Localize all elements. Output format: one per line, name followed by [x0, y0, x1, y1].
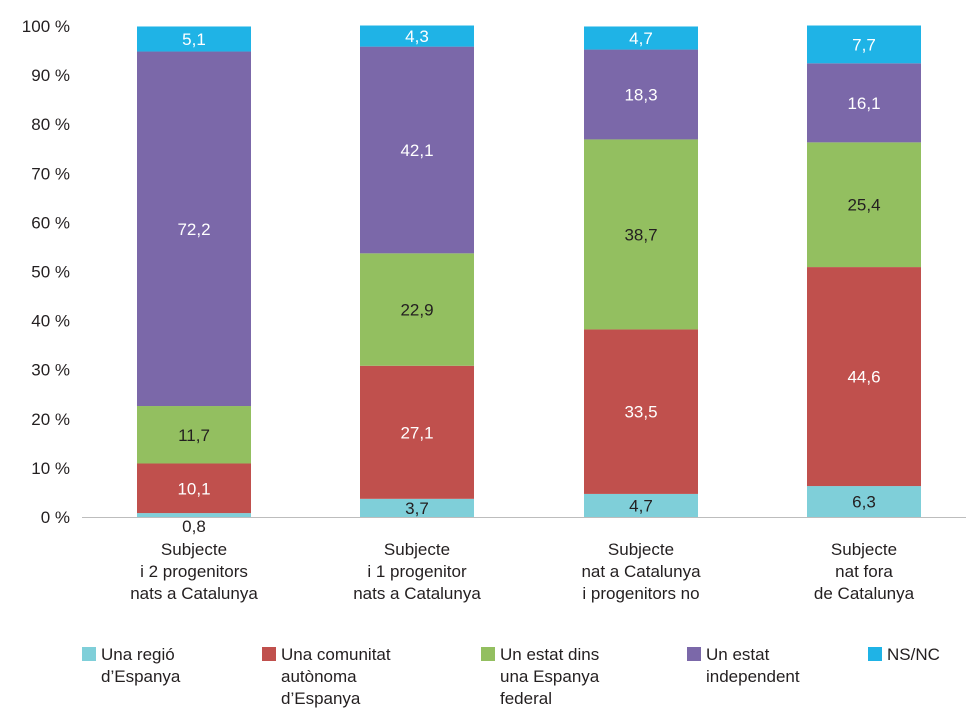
- bar-segment: [360, 253, 474, 366]
- data-label: 38,7: [624, 225, 657, 244]
- bars: 0,8 10,1 11,7 72,2 5,1 3,7 27,1 22,9 42,1 4,3 4,7 3…: [137, 25, 921, 536]
- y-tick-label: 10 %: [31, 459, 70, 478]
- bar-segment: [137, 406, 251, 464]
- bar-segment: [360, 25, 474, 47]
- data-label: 4,7: [629, 29, 653, 48]
- category-label: Subjecte nat fora de Catalunya: [814, 540, 915, 603]
- legend-swatch: [481, 647, 495, 661]
- data-label: 5,1: [182, 30, 206, 49]
- legend-label: NS/NC: [887, 645, 940, 664]
- legend-label: Una regió d’Espanya: [101, 645, 181, 686]
- data-label: 6,3: [852, 493, 876, 512]
- data-label: 3,7: [405, 499, 429, 518]
- legend-label: Una comunitat autònoma d’Espanya: [281, 645, 391, 708]
- legend-item: NS/NC: [868, 644, 940, 666]
- bar-segment: [584, 139, 698, 330]
- y-tick-label: 80 %: [31, 115, 70, 134]
- category-label: Subjecte nat a Catalunya i progenitors no: [581, 540, 701, 603]
- category-label: Subjecte i 2 progenitors nats a Catalunya: [130, 540, 258, 603]
- x-axis: Subjecte i 2 progenitors nats a Catalunya S…: [82, 517, 966, 603]
- legend-item: Un estat independent: [687, 644, 800, 688]
- y-tick-label: 50 %: [31, 263, 70, 282]
- data-label: 4,7: [629, 496, 653, 515]
- data-label: 22,9: [400, 301, 433, 320]
- data-label: 33,5: [624, 403, 657, 422]
- y-tick-label: 90 %: [31, 66, 70, 85]
- legend-item: Una regió d’Espanya: [82, 644, 180, 688]
- data-label: 16,1: [847, 94, 880, 113]
- bar-segment: [360, 46, 474, 254]
- legend-swatch: [868, 647, 882, 661]
- legend-item: Un estat dins una Espanya federal: [481, 644, 599, 710]
- bar-stack: 3,7 27,1 22,9 42,1 4,3: [360, 25, 474, 518]
- legend-swatch: [262, 647, 276, 661]
- data-label: 25,4: [847, 196, 880, 215]
- bar-segment: [584, 26, 698, 50]
- data-label: 27,1: [400, 423, 433, 442]
- bar-segment: [807, 25, 921, 64]
- y-tick-label: 40 %: [31, 312, 70, 331]
- bar-segment: [360, 365, 474, 499]
- y-tick-label: 30 %: [31, 361, 70, 380]
- data-label: 10,1: [177, 479, 210, 498]
- legend-swatch: [82, 647, 96, 661]
- bar-stack: 6,3 44,6 25,4 16,1 7,7: [807, 25, 921, 517]
- y-tick-label: 0 %: [41, 508, 70, 527]
- bar-segment: [807, 486, 921, 517]
- data-label: 7,7: [852, 35, 876, 54]
- data-label: 11,7: [178, 426, 210, 445]
- legend-swatch: [687, 647, 701, 661]
- legend: Una regió d’Espanya Una comunitat autònom…: [0, 644, 970, 716]
- y-tick-label: 20 %: [31, 410, 70, 429]
- data-label: 18,3: [624, 85, 657, 104]
- bar-segment: [137, 463, 251, 514]
- bar-segment: [584, 329, 698, 494]
- legend-label: Un estat independent: [706, 645, 800, 686]
- data-label: 42,1: [400, 141, 433, 160]
- y-tick-label: 70 %: [31, 164, 70, 183]
- bar-segment: [584, 493, 698, 517]
- stacked-bar-chart: 0 % 10 % 20 % 30 % 40 % 50 % 60 % 70 % 80 % 90 % 1…: [22, 17, 966, 603]
- bar-segment: [807, 267, 921, 487]
- data-label: 0,8: [182, 517, 206, 536]
- y-tick-label: 60 %: [31, 213, 70, 232]
- legend-label: Un estat dins una Espanya federal: [500, 645, 600, 708]
- bar-stack: 4,7 33,5 38,7 18,3 4,7: [584, 26, 698, 517]
- bar-segment: [137, 51, 251, 407]
- bar-segment: [807, 142, 921, 268]
- bar-segment: [137, 26, 251, 52]
- category-label: Subjecte i 1 progenitor nats a Catalunya: [353, 540, 481, 603]
- bar-segment: [360, 498, 474, 517]
- bar-segment: [137, 513, 251, 517]
- bar-segment: [584, 49, 698, 140]
- legend-item: Una comunitat autònoma d’Espanya: [262, 644, 391, 710]
- data-label: 44,6: [847, 368, 880, 387]
- bar-stack: 0,8 10,1 11,7 72,2 5,1: [137, 26, 251, 536]
- data-label: 72,2: [177, 220, 210, 239]
- bar-segment: [807, 63, 921, 143]
- data-label: 4,3: [405, 27, 429, 46]
- y-axis: 0 % 10 % 20 % 30 % 40 % 50 % 60 % 70 % 80 % 90 % 1…: [22, 17, 70, 527]
- y-tick-label: 100 %: [22, 17, 70, 36]
